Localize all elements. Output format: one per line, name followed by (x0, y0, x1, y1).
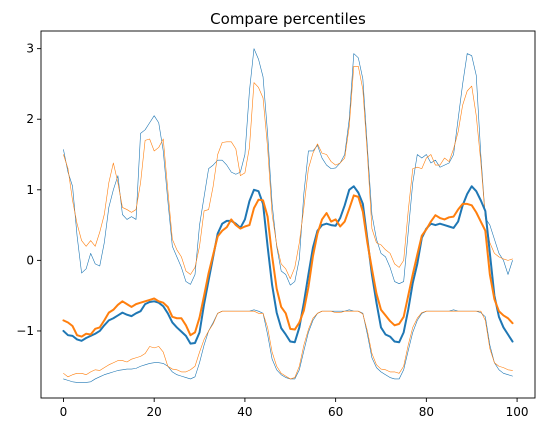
x-tick-label: 80 (419, 405, 434, 419)
x-axis: 0 20 40 60 80 100 (60, 398, 529, 419)
series-line-3 (63, 48, 513, 286)
y-axis: −1 0 1 2 3 (16, 42, 41, 338)
x-tick-label: 60 (328, 405, 343, 419)
x-tick-label: 100 (506, 405, 529, 419)
x-tick-label: 20 (147, 405, 162, 419)
x-tick-label: 0 (60, 405, 68, 419)
plot-frame (40, 30, 536, 399)
x-tick-label: 40 (237, 405, 252, 419)
series-line-1 (62, 185, 514, 345)
y-tick-label: 3 (26, 42, 34, 56)
series-line-2 (62, 194, 514, 338)
y-tick-label: 0 (26, 253, 34, 267)
series-group (62, 48, 514, 383)
y-tick-label: 1 (26, 183, 34, 197)
chart-title: Compare percentiles (210, 10, 366, 28)
series-line-6 (63, 310, 513, 380)
y-tick-label: −1 (16, 324, 34, 338)
series-line-4 (63, 65, 513, 280)
y-tick-label: 2 (26, 112, 34, 126)
